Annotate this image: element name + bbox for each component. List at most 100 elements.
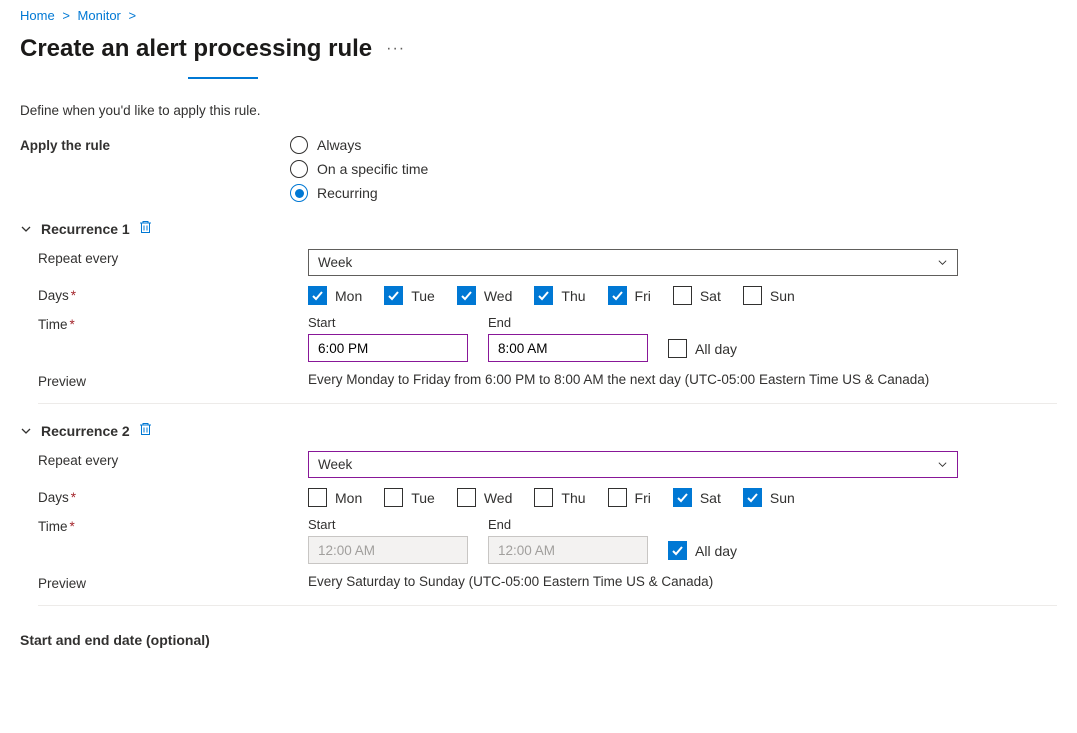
radio-recurring[interactable]: Recurring	[290, 184, 1057, 202]
more-actions-icon[interactable]: ···	[386, 40, 405, 58]
checkbox-box-icon	[673, 286, 692, 305]
day-checkbox-mon[interactable]: Mon	[308, 286, 362, 305]
day-label: Wed	[484, 288, 513, 304]
day-label: Thu	[561, 490, 585, 506]
day-checkbox-fri[interactable]: Fri	[608, 286, 651, 305]
days-label: Days*	[38, 286, 308, 303]
end-label: End	[488, 315, 648, 330]
breadcrumb-sep-icon: >	[129, 8, 137, 23]
day-label: Sun	[770, 490, 795, 506]
breadcrumb: Home > Monitor >	[20, 8, 1057, 23]
days-group-2: Mon Tue Wed Thu Fri Sat Sun	[308, 488, 1057, 507]
checkbox-box-icon	[384, 488, 403, 507]
breadcrumb-sep-icon: >	[62, 8, 70, 23]
day-label: Mon	[335, 490, 362, 506]
day-checkbox-wed[interactable]: Wed	[457, 286, 513, 305]
time-label: Time*	[38, 315, 308, 332]
recurrence-2-title: Recurrence 2	[41, 423, 130, 439]
radio-circle-icon	[290, 184, 308, 202]
end-time-input-1[interactable]	[488, 334, 648, 362]
day-checkbox-tue[interactable]: Tue	[384, 488, 435, 507]
start-label: Start	[308, 315, 468, 330]
day-label: Fri	[635, 288, 651, 304]
dropdown-value: Week	[318, 255, 352, 270]
radio-specific-time[interactable]: On a specific time	[290, 160, 1057, 178]
day-checkbox-mon[interactable]: Mon	[308, 488, 362, 507]
recurrence-2-header[interactable]: Recurrence 2	[20, 422, 1057, 439]
day-checkbox-sat[interactable]: Sat	[673, 488, 721, 507]
start-time-input-1[interactable]	[308, 334, 468, 362]
repeat-every-label: Repeat every	[38, 249, 308, 266]
checkbox-box-icon	[673, 488, 692, 507]
preview-label: Preview	[38, 372, 308, 389]
checkbox-box-icon	[457, 488, 476, 507]
time-label: Time*	[38, 517, 308, 534]
allday-checkbox-1[interactable]	[668, 339, 687, 358]
checkbox-box-icon	[534, 488, 553, 507]
repeat-every-label: Repeat every	[38, 451, 308, 468]
day-checkbox-thu[interactable]: Thu	[534, 488, 585, 507]
active-tab-underline	[188, 77, 258, 79]
repeat-every-dropdown-2[interactable]: Week	[308, 451, 958, 478]
allday-checkbox-2[interactable]	[668, 541, 687, 560]
repeat-every-dropdown-1[interactable]: Week	[308, 249, 958, 276]
page-title: Create an alert processing rule	[20, 35, 372, 63]
end-time-input-2	[488, 536, 648, 564]
checkbox-box-icon	[743, 286, 762, 305]
radio-label: Always	[317, 137, 361, 153]
day-checkbox-sun[interactable]: Sun	[743, 286, 795, 305]
chevron-down-icon	[937, 459, 948, 470]
end-label: End	[488, 517, 648, 532]
recurrence-1-title: Recurrence 1	[41, 221, 130, 237]
day-checkbox-tue[interactable]: Tue	[384, 286, 435, 305]
radio-circle-icon	[290, 160, 308, 178]
day-checkbox-thu[interactable]: Thu	[534, 286, 585, 305]
divider	[38, 605, 1057, 606]
day-label: Sun	[770, 288, 795, 304]
day-label: Mon	[335, 288, 362, 304]
day-label: Sat	[700, 288, 721, 304]
delete-recurrence-2-icon[interactable]	[139, 422, 152, 439]
radio-label: Recurring	[317, 185, 378, 201]
start-end-date-section-header[interactable]: Start and end date (optional)	[20, 632, 1057, 648]
breadcrumb-home[interactable]: Home	[20, 8, 55, 23]
allday-label: All day	[695, 341, 737, 357]
days-label: Days*	[38, 488, 308, 505]
apply-rule-radio-group: Always On a specific time Recurring	[290, 136, 1057, 202]
define-text: Define when you'd like to apply this rul…	[20, 103, 1057, 118]
preview-label: Preview	[38, 574, 308, 591]
checkbox-box-icon	[743, 488, 762, 507]
checkbox-box-icon	[608, 488, 627, 507]
breadcrumb-monitor[interactable]: Monitor	[78, 8, 121, 23]
day-label: Tue	[411, 288, 435, 304]
chevron-down-icon	[937, 257, 948, 268]
day-checkbox-fri[interactable]: Fri	[608, 488, 651, 507]
checkbox-box-icon	[308, 488, 327, 507]
start-label: Start	[308, 517, 468, 532]
recurrence-1-header[interactable]: Recurrence 1	[20, 220, 1057, 237]
days-group-1: Mon Tue Wed Thu Fri Sat Sun	[308, 286, 1057, 305]
day-checkbox-wed[interactable]: Wed	[457, 488, 513, 507]
delete-recurrence-1-icon[interactable]	[139, 220, 152, 237]
start-time-input-2	[308, 536, 468, 564]
checkbox-box-icon	[457, 286, 476, 305]
preview-text-1: Every Monday to Friday from 6:00 PM to 8…	[308, 372, 929, 387]
day-label: Sat	[700, 490, 721, 506]
checkbox-box-icon	[534, 286, 553, 305]
day-label: Wed	[484, 490, 513, 506]
day-checkbox-sun[interactable]: Sun	[743, 488, 795, 507]
allday-label: All day	[695, 543, 737, 559]
checkbox-box-icon	[308, 286, 327, 305]
chevron-down-icon	[20, 425, 32, 437]
day-label: Thu	[561, 288, 585, 304]
chevron-down-icon	[20, 223, 32, 235]
dropdown-value: Week	[318, 457, 352, 472]
day-checkbox-sat[interactable]: Sat	[673, 286, 721, 305]
checkbox-box-icon	[608, 286, 627, 305]
day-label: Fri	[635, 490, 651, 506]
apply-rule-label: Apply the rule	[20, 136, 290, 153]
radio-label: On a specific time	[317, 161, 428, 177]
checkbox-box-icon	[384, 286, 403, 305]
radio-always[interactable]: Always	[290, 136, 1057, 154]
day-label: Tue	[411, 490, 435, 506]
